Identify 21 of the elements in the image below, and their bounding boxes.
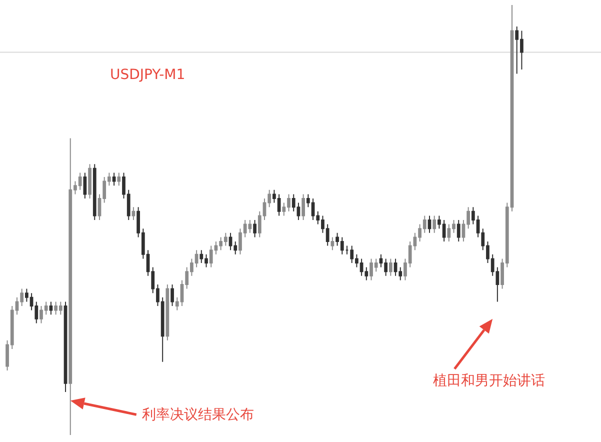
candlestick xyxy=(64,301,68,392)
candlestick xyxy=(92,164,96,220)
annotation: 植田和男开始讲话 xyxy=(433,373,545,389)
text: USDJPY-M1 xyxy=(110,67,186,83)
candlestick xyxy=(83,172,87,199)
candlestick xyxy=(88,164,92,199)
candlestick xyxy=(345,245,349,255)
candlestick xyxy=(117,172,121,186)
candlestick xyxy=(428,215,432,234)
candlestick xyxy=(456,220,460,242)
candlestick xyxy=(302,194,306,220)
candlestick xyxy=(132,206,136,220)
candlestick xyxy=(170,284,174,306)
annotation: 利率决议结果公布 xyxy=(142,407,254,423)
candlestick xyxy=(166,284,170,341)
candlestick xyxy=(432,215,436,234)
candlestick xyxy=(388,258,392,276)
candlestick xyxy=(330,236,334,251)
candlestick xyxy=(49,301,53,316)
candlestick xyxy=(112,172,116,186)
candlestick xyxy=(253,220,256,238)
